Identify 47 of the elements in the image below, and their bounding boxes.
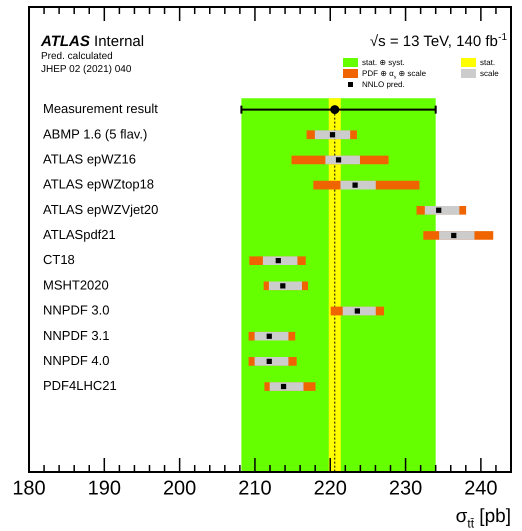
y-tick-label: ATLAS epWZ16 bbox=[43, 152, 136, 167]
y-tick-label: NNPDF 3.0 bbox=[43, 302, 110, 318]
y-tick-label: ATLASpdf21 bbox=[43, 227, 116, 242]
bar bbox=[270, 382, 304, 391]
bar bbox=[254, 357, 288, 366]
x-tick-label: 230 bbox=[388, 478, 422, 500]
text: ATLAS Internal bbox=[40, 33, 144, 50]
text: JHEP 02 (2021) 040 bbox=[41, 64, 132, 75]
point bbox=[451, 232, 456, 238]
y-tick-label: Measurement result bbox=[43, 101, 158, 116]
bar bbox=[342, 306, 376, 316]
y-tick-label: NNPDF 3.1 bbox=[43, 328, 110, 343]
point bbox=[280, 384, 286, 390]
point bbox=[330, 132, 336, 138]
legend-label: stat. ⊕ syst. bbox=[362, 58, 405, 67]
x-tick-label: 210 bbox=[238, 478, 272, 500]
y-tick-label: ABMP 1.6 (5 flav.) bbox=[43, 126, 148, 142]
bar bbox=[314, 130, 350, 140]
y-tick-label: ATLAS epWZVjet20 bbox=[43, 202, 158, 217]
bar bbox=[325, 156, 360, 164]
point bbox=[336, 157, 342, 163]
legend-label: stat. bbox=[480, 58, 496, 67]
text: Pred. calculated bbox=[41, 51, 113, 62]
point bbox=[352, 182, 358, 188]
point bbox=[280, 283, 286, 288]
point bbox=[436, 208, 442, 213]
y-tick-label: ATLAS epWZtop18 bbox=[43, 176, 154, 192]
bar bbox=[340, 180, 376, 190]
y-tick-label: MSHT2020 bbox=[43, 277, 109, 292]
y-tick-label: CT18 bbox=[43, 252, 75, 268]
bar bbox=[262, 256, 298, 265]
legend-label: scale bbox=[480, 69, 500, 78]
x-tick-label: 240 bbox=[464, 478, 498, 500]
point bbox=[276, 258, 281, 264]
x-tick-label: 220 bbox=[314, 478, 347, 500]
x-tick-label: 180 bbox=[12, 478, 46, 500]
bar bbox=[424, 206, 460, 215]
point bbox=[266, 334, 272, 339]
legend-label: NNLO pred. bbox=[362, 80, 405, 89]
y-tick-label: PDF4LHC21 bbox=[43, 378, 117, 394]
point bbox=[330, 105, 340, 114]
y-tick-label: NNPDF 4.0 bbox=[43, 352, 110, 368]
bar bbox=[439, 231, 474, 240]
x-tick-label: 200 bbox=[162, 478, 196, 500]
x-tick-label: 190 bbox=[88, 478, 121, 500]
point bbox=[266, 358, 272, 364]
point bbox=[354, 308, 360, 314]
